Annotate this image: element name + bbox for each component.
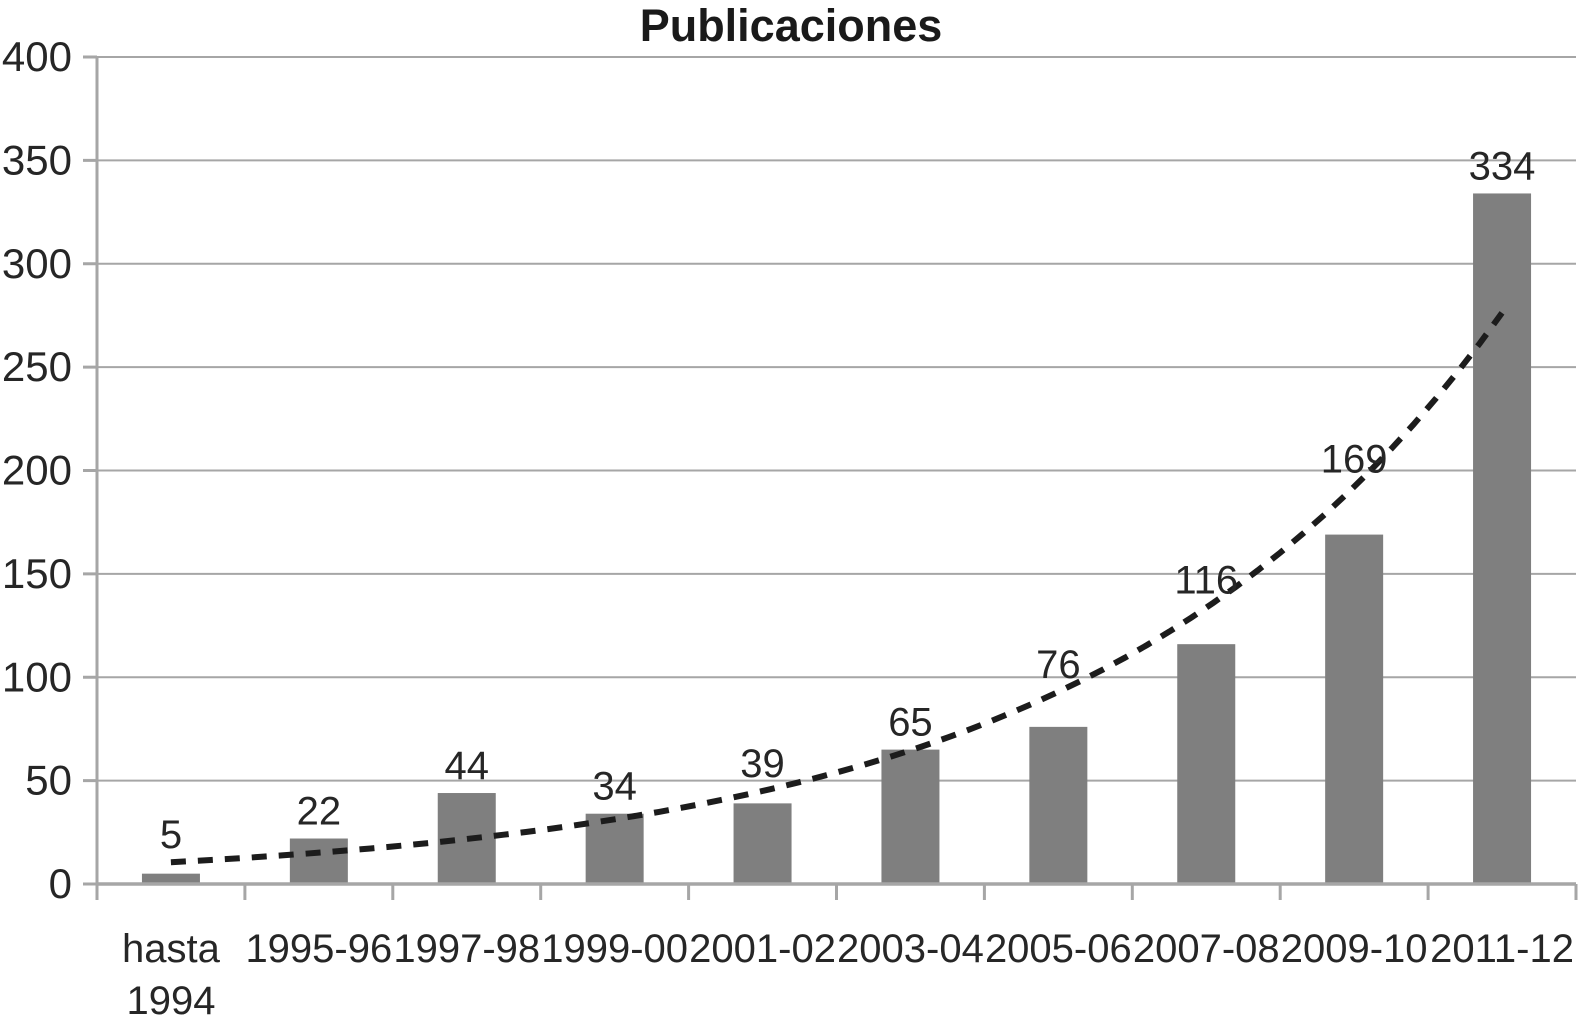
bar-value-label: 76 <box>1036 643 1081 687</box>
y-tick-label: 50 <box>25 757 72 804</box>
x-tick-label: 2011-12 <box>1430 927 1574 971</box>
x-tick-label: 1997-98 <box>393 927 540 971</box>
bar-value-label: 34 <box>592 765 637 809</box>
bar-1999-00 <box>585 813 644 884</box>
y-tick-label: 400 <box>2 33 72 80</box>
x-tick-label: 2001-02 <box>689 927 836 971</box>
bar-2009-10 <box>1325 534 1384 884</box>
bar-2001-02 <box>733 803 792 884</box>
bar-2007-08 <box>1177 644 1236 884</box>
x-tick-label: 2007-08 <box>1133 927 1280 971</box>
y-tick-label: 350 <box>2 136 72 183</box>
bar-value-label: 169 <box>1321 438 1388 482</box>
x-tick-label: 1995-96 <box>245 927 392 971</box>
bar-hasta-1994 <box>141 873 200 884</box>
x-tick-label: hasta <box>122 927 221 971</box>
bar-value-label: 44 <box>445 744 490 788</box>
y-tick-label: 300 <box>2 240 72 287</box>
y-tick-label: 100 <box>2 653 72 700</box>
x-tick-label: 2005-06 <box>985 927 1132 971</box>
bar-value-label: 65 <box>888 701 933 745</box>
y-tick-label: 200 <box>2 447 72 494</box>
x-tick-label: 1994 <box>126 979 215 1019</box>
bar-2011-12 <box>1473 193 1532 884</box>
x-tick-label: 2003-04 <box>837 927 984 971</box>
bar-value-label: 39 <box>740 742 785 786</box>
y-tick-label: 250 <box>2 343 72 390</box>
y-tick-label: 0 <box>49 860 72 907</box>
bar-2005-06 <box>1029 726 1088 884</box>
trendline-path <box>170 311 1505 866</box>
y-tick-label: 150 <box>2 550 72 597</box>
bar-value-label: 5 <box>160 813 182 857</box>
bar-2003-04 <box>881 749 940 884</box>
x-tick-label: 1999-00 <box>541 927 688 971</box>
chart-title: Publicaciones <box>639 0 943 51</box>
bar-1995-96 <box>289 838 348 884</box>
bar-value-label: 334 <box>1469 144 1536 188</box>
bar-value-label: 116 <box>1174 559 1238 603</box>
bar-value-label: 22 <box>297 790 342 834</box>
x-tick-label: 2009-10 <box>1281 927 1428 971</box>
